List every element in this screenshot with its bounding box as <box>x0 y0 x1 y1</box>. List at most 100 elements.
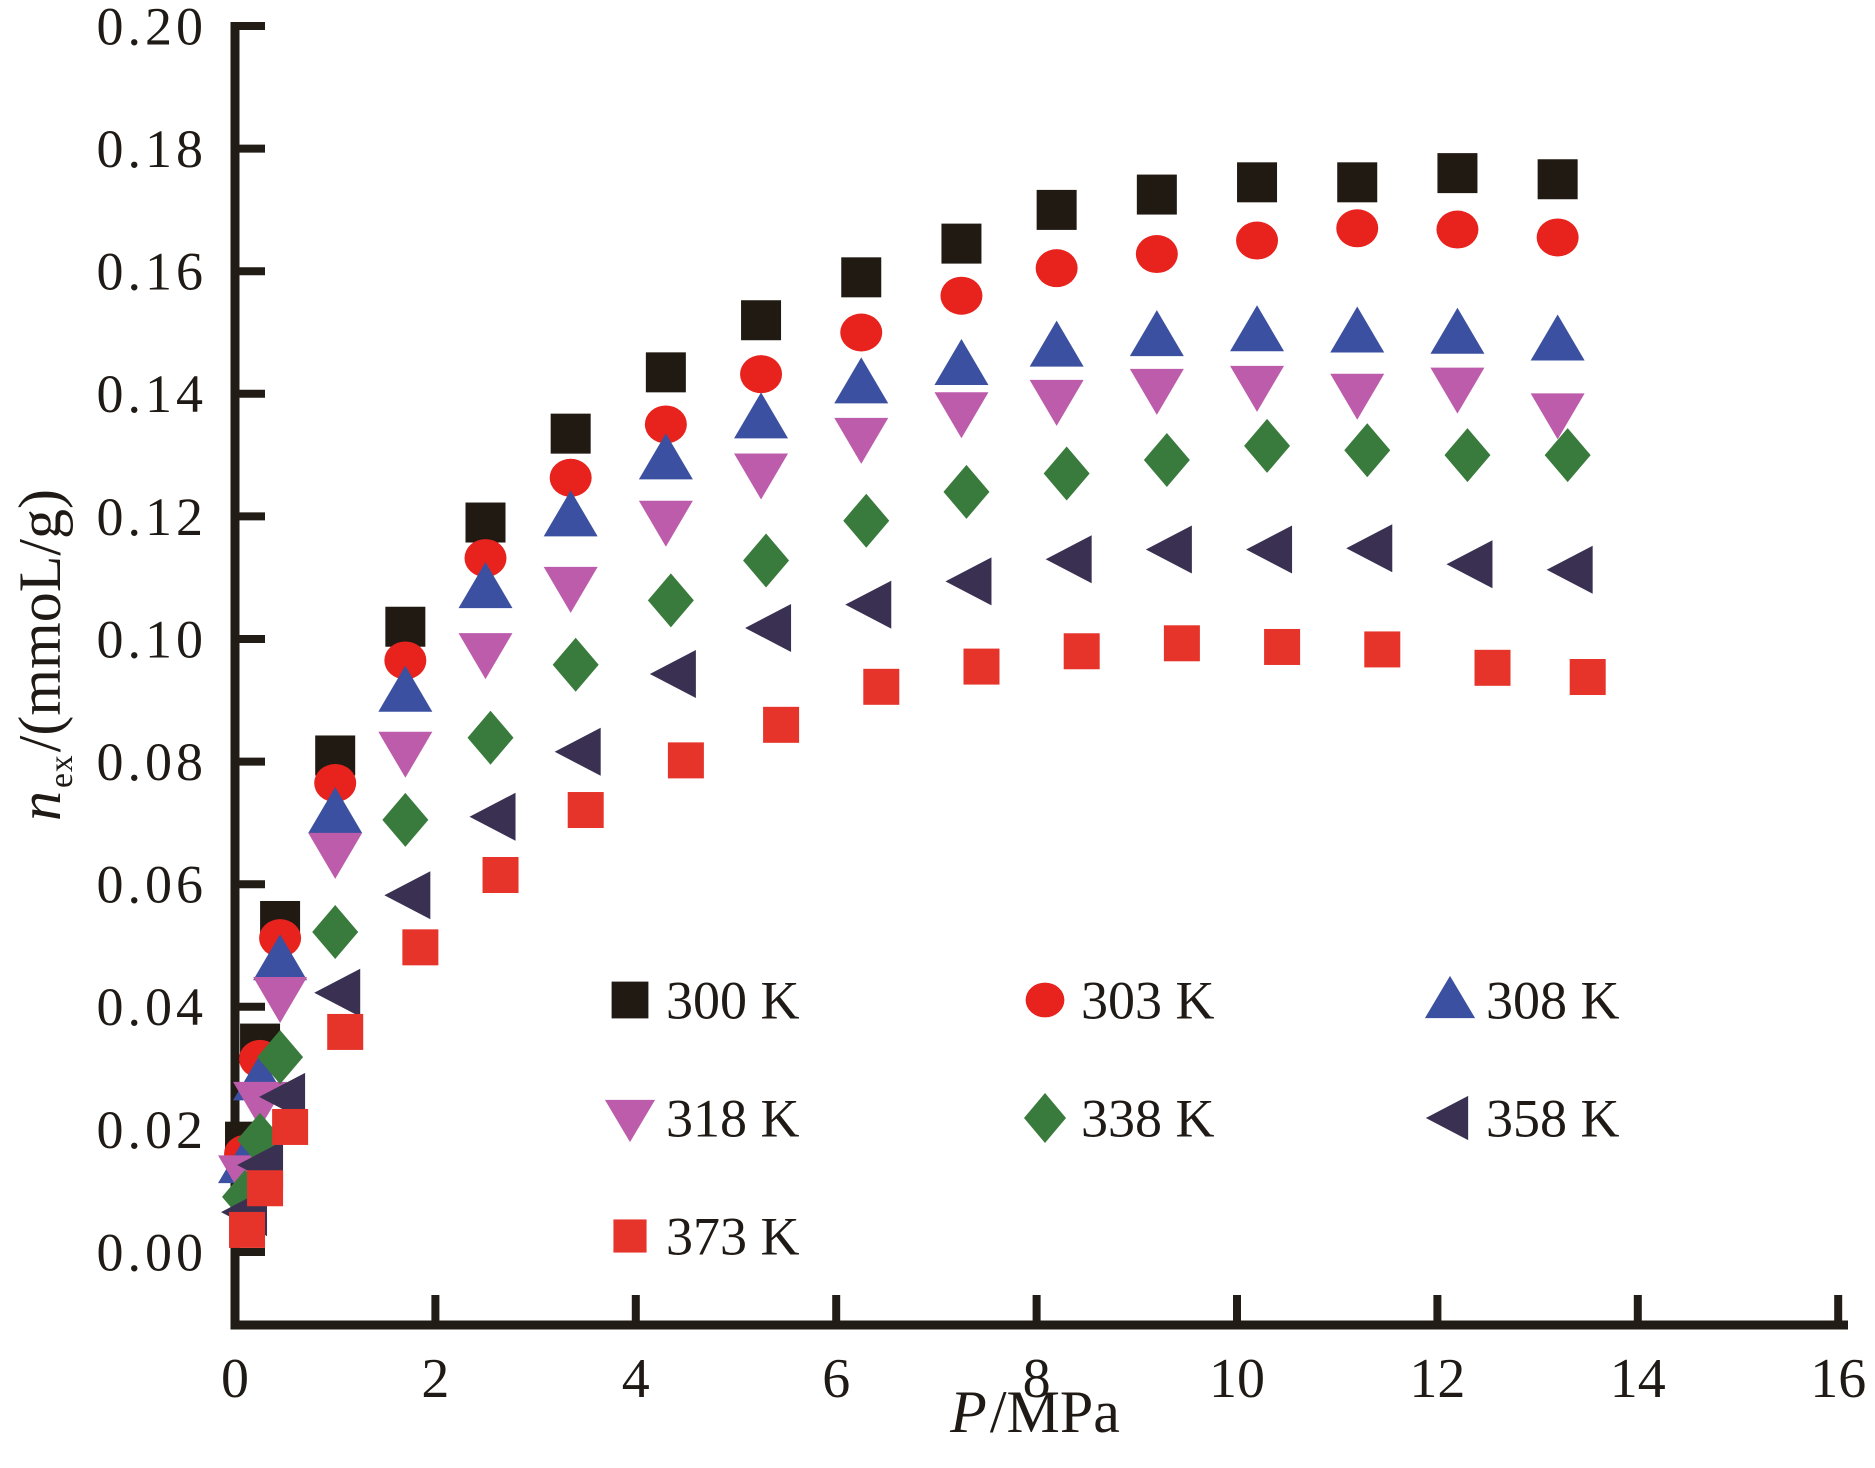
data-point-338k <box>1444 428 1491 483</box>
y-tick-label: 0.04 <box>97 977 208 1037</box>
data-point-300k <box>1437 153 1478 194</box>
data-point-300k <box>841 257 882 298</box>
y-tick-label: 0.06 <box>97 855 208 915</box>
data-point-303k <box>1536 218 1579 257</box>
data-point-318k <box>1530 393 1585 440</box>
data-point-358k <box>649 649 696 698</box>
x-tick-label: 4 <box>622 1348 650 1410</box>
data-point-338k <box>257 1030 304 1085</box>
data-point-308k <box>458 562 513 609</box>
data-point-318k <box>1230 365 1285 412</box>
x-tick-label: 10 <box>1209 1348 1265 1410</box>
data-point-373k <box>229 1211 266 1248</box>
x-tick-label: 6 <box>822 1348 850 1410</box>
data-point-373k <box>963 648 1000 685</box>
data-point-308k <box>308 787 363 834</box>
data-point-373k <box>1163 625 1200 662</box>
data-point-358k <box>384 871 431 920</box>
y-tick-label: 0.02 <box>97 1100 208 1160</box>
data-point-318k <box>734 453 789 500</box>
legend-label-358k: 358 K <box>1486 1088 1620 1148</box>
x-tick-label: 2 <box>421 1348 449 1410</box>
data-point-300k <box>1337 162 1378 203</box>
data-point-318k <box>308 832 363 879</box>
legend-label-373k: 373 K <box>666 1206 800 1266</box>
data-point-303k <box>314 764 357 803</box>
y-axis-unit: /(mmoL/g) <box>6 489 73 753</box>
y-tick-label: 0.16 <box>97 242 208 302</box>
data-point-303k <box>1035 249 1078 288</box>
legend-marker-358k <box>1425 1095 1469 1141</box>
y-tick-label: 0.18 <box>97 119 208 179</box>
data-point-373k <box>1569 659 1606 696</box>
x-axis-title: P/MPa <box>950 1382 1120 1442</box>
data-point-373k <box>1264 628 1301 665</box>
legend-marker-303k <box>1025 982 1065 1018</box>
data-point-300k <box>741 300 782 341</box>
data-point-318k <box>934 392 989 439</box>
data-point-338k <box>1544 428 1591 483</box>
data-point-373k <box>567 792 604 829</box>
data-point-338k <box>743 533 790 588</box>
data-point-358k <box>1546 545 1593 594</box>
data-point-318k <box>1330 373 1385 420</box>
data-point-308k <box>1430 307 1485 354</box>
data-point-373k <box>327 1013 364 1050</box>
data-point-338k <box>1244 418 1291 473</box>
y-tick-label: 0.14 <box>97 364 208 424</box>
data-point-373k <box>272 1108 309 1145</box>
data-point-318k <box>638 500 693 547</box>
data-point-300k <box>465 502 506 543</box>
data-point-308k <box>1530 314 1585 361</box>
data-point-358k <box>1446 540 1493 589</box>
x-tick-label: 0 <box>221 1348 249 1410</box>
data-point-358k <box>314 968 361 1017</box>
legend-label-308k: 308 K <box>1486 970 1620 1030</box>
y-tick-label: 0.00 <box>97 1222 208 1282</box>
data-point-358k <box>554 727 601 776</box>
x-axis-unit: /MPa <box>989 1379 1120 1445</box>
data-point-358k <box>1346 524 1393 573</box>
data-point-373k <box>1063 633 1100 670</box>
x-tick-label: 8 <box>1023 1348 1051 1410</box>
data-point-308k <box>1129 310 1184 357</box>
y-tick-label: 0.10 <box>97 609 208 669</box>
data-point-308k <box>734 392 789 439</box>
data-point-318k <box>1129 368 1184 415</box>
legend-marker-318k <box>604 1099 656 1143</box>
data-point-338k <box>1344 423 1391 478</box>
legend-label-338k: 338 K <box>1081 1088 1215 1148</box>
data-point-303k <box>384 641 427 680</box>
y-axis-subscript: ex <box>42 754 80 788</box>
data-point-373k <box>863 668 900 705</box>
data-point-318k <box>543 566 598 613</box>
data-point-338k <box>1143 433 1190 488</box>
data-point-358k <box>259 1072 306 1121</box>
data-point-308k <box>378 665 433 712</box>
data-point-303k <box>1436 210 1479 249</box>
data-point-373k <box>1474 649 1511 686</box>
data-point-318k <box>458 633 513 680</box>
data-point-303k <box>940 276 983 315</box>
x-axis-variable: P <box>950 1379 987 1445</box>
data-point-373k <box>247 1170 284 1207</box>
data-point-358k <box>745 603 792 652</box>
data-point-358k <box>469 792 516 841</box>
data-point-338k <box>382 792 429 847</box>
data-point-318k <box>1430 367 1485 414</box>
data-point-303k <box>1336 209 1379 248</box>
data-point-338k <box>312 905 359 960</box>
x-tick-label: 14 <box>1610 1348 1666 1410</box>
legend-marker-338k <box>1024 1093 1066 1143</box>
data-point-303k <box>1236 221 1279 260</box>
data-point-308k <box>253 934 308 981</box>
data-point-300k <box>1537 159 1578 200</box>
y-axis-title: nex/(mmoL/g) <box>6 489 80 821</box>
data-point-373k <box>667 742 704 779</box>
data-point-318k <box>378 731 433 778</box>
data-point-300k <box>1136 174 1177 215</box>
data-point-300k <box>941 223 982 264</box>
legend-label-318k: 318 K <box>666 1088 800 1148</box>
